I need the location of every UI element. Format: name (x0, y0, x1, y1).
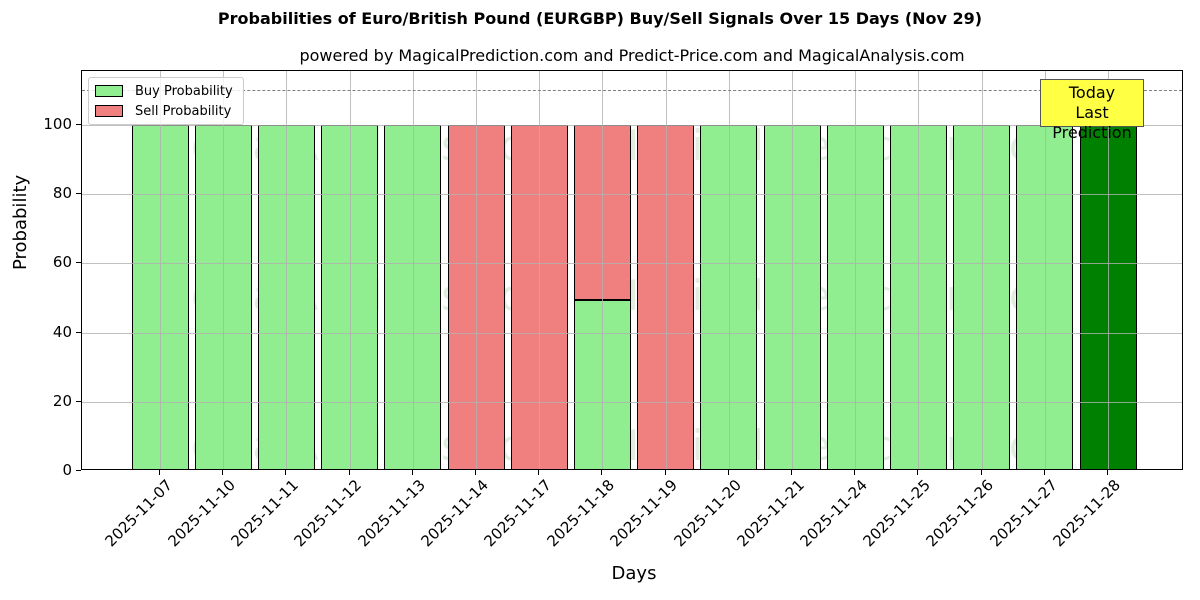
grid-line-vertical (792, 71, 793, 469)
grid-line-vertical (286, 71, 288, 469)
grid-line-vertical (855, 71, 857, 469)
x-tick-mark (727, 470, 729, 475)
x-tick-mark (601, 470, 603, 475)
grid-line-horizontal (82, 125, 1182, 126)
grid-line-vertical (665, 71, 667, 469)
x-tick-label: 2025-11-20 (670, 476, 745, 551)
grid-line-vertical (1044, 71, 1046, 469)
legend-item-buy: Buy Probability (95, 83, 233, 99)
plot-area: MagicalAnalysis.comMagicalPrediction.com… (81, 70, 1183, 470)
legend-item-sell: Sell Probability (95, 103, 231, 119)
x-tick-mark (475, 470, 476, 475)
x-tick-mark (1107, 470, 1108, 475)
y-tick-label: 80 (52, 184, 72, 203)
y-tick-mark (76, 400, 81, 402)
y-tick-label: 0 (62, 461, 72, 479)
x-tick-mark (854, 470, 856, 475)
x-tick-mark (980, 470, 982, 475)
y-tick-label: 100 (43, 115, 72, 133)
y-tick-label: 40 (52, 322, 72, 341)
x-tick-label: 2025-11-12 (290, 476, 366, 551)
x-axis-label: Days (611, 563, 657, 584)
grid-line-vertical (476, 71, 477, 469)
x-tick-mark (411, 470, 413, 475)
grid-line-vertical (602, 71, 604, 469)
y-axis-label: Probability (10, 174, 31, 270)
x-tick-mark (348, 470, 350, 475)
x-tick-label: 2025-11-24 (796, 476, 871, 551)
x-tick-mark (791, 470, 792, 475)
grid-line-vertical (349, 71, 351, 469)
grid-line-vertical (539, 71, 541, 469)
y-tick-mark (76, 262, 81, 264)
x-tick-label: 2025-11-13 (354, 476, 429, 551)
y-tick-mark (76, 193, 81, 195)
x-tick-label: 2025-11-17 (480, 476, 555, 551)
annotation-line-1: Today (1068, 83, 1116, 102)
x-tick-label: 2025-11-11 (227, 476, 303, 551)
x-tick-label: 2025-11-26 (922, 476, 998, 551)
y-tick-mark (76, 331, 81, 333)
x-tick-label: 2025-11-27 (986, 476, 1061, 551)
grid-line-vertical (981, 71, 983, 469)
grid-line-vertical (728, 71, 730, 469)
y-tick-label: 60 (52, 253, 72, 272)
legend-swatch-sell (95, 105, 123, 117)
x-tick-label: 2025-11-07 (101, 476, 176, 551)
grid-line-vertical (412, 71, 414, 469)
legend-label-sell: Sell Probability (135, 103, 232, 119)
x-tick-mark (1043, 470, 1045, 475)
grid-line-vertical (1108, 71, 1109, 469)
x-tick-label: 2025-11-18 (543, 476, 619, 551)
chart-subtitle: powered by MagicalPrediction.com and Pre… (299, 46, 965, 65)
x-tick-mark (538, 470, 540, 475)
grid-line-horizontal (82, 332, 1182, 334)
grid-line-horizontal (82, 194, 1182, 196)
y-tick-mark (76, 470, 81, 471)
grid-line-vertical (918, 71, 920, 469)
x-tick-label: 2025-11-10 (164, 476, 239, 551)
grid-line-vertical (223, 71, 225, 469)
legend-label-buy: Buy Probability (135, 83, 233, 99)
grid-line-vertical (160, 71, 161, 469)
chart-legend: Buy Probability Sell Probability (88, 77, 244, 125)
chart-title: Probabilities of Euro/British Pound (EUR… (217, 9, 983, 28)
x-tick-mark (917, 470, 919, 475)
y-tick-mark (76, 124, 81, 125)
grid-line-horizontal (82, 401, 1182, 403)
x-tick-mark (664, 470, 666, 475)
x-tick-mark (159, 470, 160, 475)
today-annotation: Today Last Prediction (1040, 79, 1144, 142)
grid-line-horizontal (82, 263, 1182, 265)
x-tick-label: 2025-11-25 (859, 476, 935, 551)
y-tick-label: 20 (52, 391, 72, 410)
x-tick-label: 2025-11-14 (417, 476, 492, 551)
reference-line (82, 90, 1182, 92)
x-tick-label: 2025-11-28 (1049, 476, 1124, 551)
x-tick-label: 2025-11-19 (606, 476, 682, 551)
x-tick-mark (285, 470, 287, 475)
x-tick-mark (222, 470, 224, 475)
x-tick-label: 2025-11-21 (733, 476, 808, 551)
legend-swatch-buy (95, 85, 123, 97)
annotation-line-2: Last Prediction (1052, 103, 1132, 142)
